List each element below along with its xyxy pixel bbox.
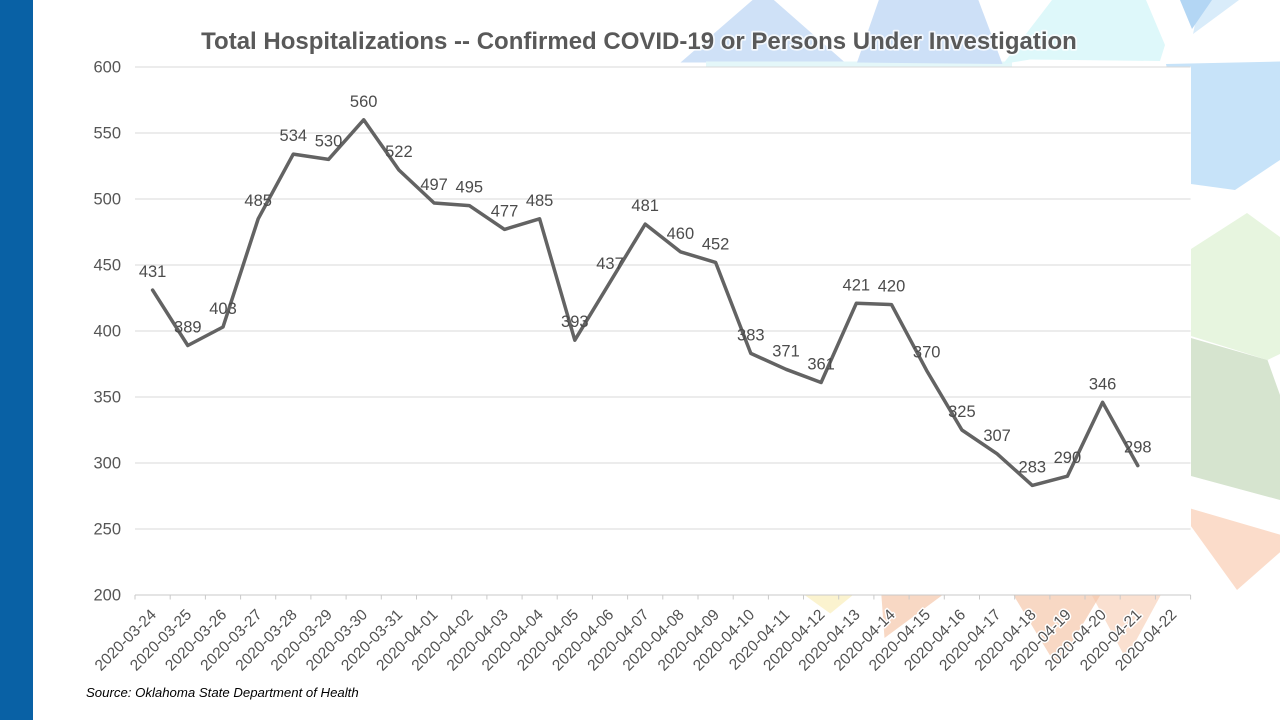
svg-text:431: 431 [139, 263, 167, 281]
svg-text:Total Hospitalizations -- Conf: Total Hospitalizations -- Confirmed COVI… [201, 28, 1077, 55]
svg-text:371: 371 [772, 342, 800, 360]
svg-text:350: 350 [93, 389, 121, 407]
svg-text:290: 290 [1054, 449, 1082, 467]
svg-text:485: 485 [526, 192, 554, 210]
svg-text:370: 370 [913, 344, 941, 362]
svg-text:200: 200 [93, 587, 121, 605]
svg-text:497: 497 [420, 176, 448, 194]
svg-text:421: 421 [843, 276, 871, 294]
svg-text:393: 393 [561, 313, 589, 331]
svg-text:383: 383 [737, 326, 765, 344]
svg-text:560: 560 [350, 93, 378, 111]
svg-text:485: 485 [244, 192, 272, 210]
svg-text:Source: Oklahoma State Departm: Source: Oklahoma State Department of Hea… [86, 685, 359, 700]
svg-text:534: 534 [280, 127, 308, 145]
svg-text:495: 495 [456, 179, 484, 197]
svg-text:298: 298 [1124, 439, 1152, 457]
svg-text:522: 522 [385, 143, 413, 161]
svg-text:300: 300 [93, 455, 121, 473]
svg-text:481: 481 [631, 197, 659, 215]
svg-text:283: 283 [1019, 458, 1047, 476]
svg-text:500: 500 [93, 191, 121, 209]
svg-text:420: 420 [878, 278, 906, 296]
svg-text:477: 477 [491, 202, 519, 220]
svg-text:452: 452 [702, 235, 730, 253]
svg-text:437: 437 [596, 255, 624, 273]
svg-text:307: 307 [983, 427, 1011, 445]
svg-text:450: 450 [93, 257, 121, 275]
svg-text:403: 403 [209, 300, 237, 318]
svg-text:530: 530 [315, 132, 343, 150]
svg-text:400: 400 [93, 323, 121, 341]
svg-text:389: 389 [174, 319, 202, 337]
svg-text:250: 250 [93, 521, 121, 539]
svg-text:325: 325 [948, 403, 976, 421]
svg-text:361: 361 [807, 356, 835, 374]
svg-text:460: 460 [667, 225, 695, 243]
svg-text:600: 600 [93, 59, 121, 77]
svg-text:346: 346 [1089, 375, 1117, 393]
svg-text:550: 550 [93, 125, 121, 143]
